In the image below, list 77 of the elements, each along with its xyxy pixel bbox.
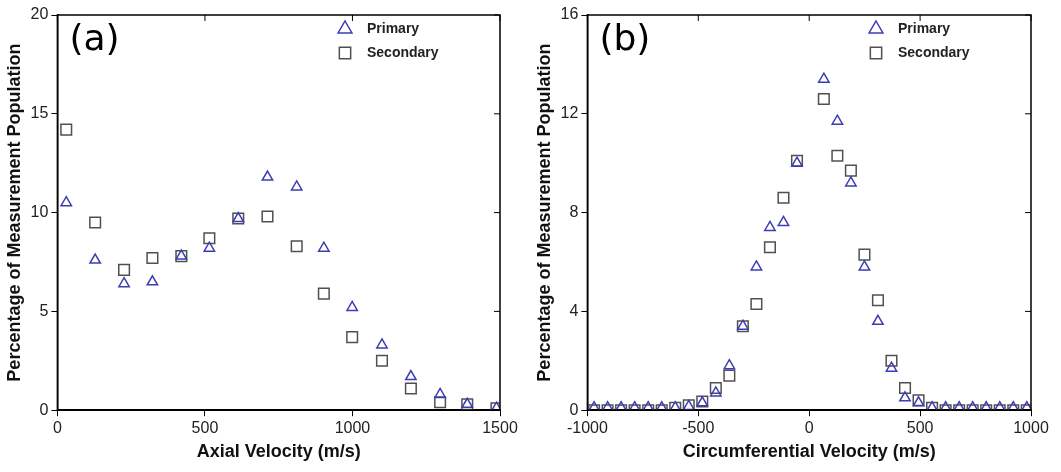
point xyxy=(317,287,330,300)
point xyxy=(872,314,884,326)
point xyxy=(831,114,844,125)
point xyxy=(777,215,790,227)
point xyxy=(871,294,885,307)
point xyxy=(146,252,159,265)
y-tick-label: 16 xyxy=(560,5,579,23)
legend-label: Primary xyxy=(898,19,951,36)
point xyxy=(203,232,216,245)
point xyxy=(290,180,303,191)
point xyxy=(317,241,330,252)
y-axis-title: Percentage of Measurement Population xyxy=(3,43,24,382)
y-tick-label: 0 xyxy=(569,400,579,418)
point xyxy=(763,220,776,232)
x-axis-title: Axial Velocity (m/s) xyxy=(196,441,361,462)
point xyxy=(60,195,73,207)
x-tick-label: 1000 xyxy=(1013,419,1049,437)
x-tick-label: 1500 xyxy=(482,419,518,437)
point xyxy=(376,338,388,349)
x-tick-label: -500 xyxy=(682,419,715,437)
x-tick-label: -1000 xyxy=(566,419,608,437)
y-tick-label: 20 xyxy=(30,5,49,23)
point xyxy=(844,176,857,187)
point xyxy=(346,331,359,344)
x-tick-label: 500 xyxy=(906,419,934,437)
point xyxy=(404,382,417,395)
legend-label: Secondary xyxy=(898,43,970,60)
y-tick-label: 8 xyxy=(569,203,579,221)
y-tick-label: 0 xyxy=(39,400,49,418)
legend-label: Secondary xyxy=(367,43,439,60)
annotation: (b) xyxy=(599,17,651,59)
point xyxy=(844,164,857,177)
point xyxy=(817,72,830,83)
point xyxy=(763,241,776,254)
point xyxy=(375,354,389,367)
point xyxy=(885,361,898,372)
point xyxy=(750,260,763,271)
point xyxy=(899,391,911,402)
point xyxy=(434,396,447,409)
point xyxy=(817,92,830,106)
point xyxy=(261,170,274,181)
y-tick-label: 4 xyxy=(569,301,579,319)
point xyxy=(709,381,722,395)
point xyxy=(885,354,898,367)
point xyxy=(346,300,359,312)
x-tick-label: 0 xyxy=(52,419,62,437)
y-tick-label: 10 xyxy=(30,203,49,221)
point xyxy=(118,276,131,288)
point xyxy=(858,248,871,261)
y-tick-label: 15 xyxy=(30,104,49,122)
point xyxy=(89,253,102,264)
point xyxy=(203,241,216,252)
point xyxy=(434,387,447,399)
y-axis-title: Percentage of Measurement Population xyxy=(533,43,554,382)
point xyxy=(404,369,417,381)
point xyxy=(118,263,131,276)
point xyxy=(723,369,736,382)
point xyxy=(750,297,763,311)
x-tick-label: 500 xyxy=(191,419,219,437)
y-tick-label: 5 xyxy=(39,301,49,319)
point xyxy=(777,191,790,204)
point xyxy=(290,240,303,253)
x-tick-label: 0 xyxy=(804,419,814,437)
point xyxy=(89,216,102,229)
point xyxy=(831,149,844,162)
annotation: (a) xyxy=(69,17,120,59)
y-tick-label: 12 xyxy=(560,104,579,122)
point xyxy=(898,381,912,395)
point xyxy=(146,275,159,286)
point xyxy=(723,358,736,370)
x-tick-label: 1000 xyxy=(334,419,371,437)
x-axis-title: Circumferential Velocity (m/s) xyxy=(682,441,936,462)
point xyxy=(261,210,274,223)
point xyxy=(709,386,722,397)
point xyxy=(858,260,871,271)
legend-label: Primary xyxy=(367,19,420,36)
point xyxy=(60,123,73,136)
